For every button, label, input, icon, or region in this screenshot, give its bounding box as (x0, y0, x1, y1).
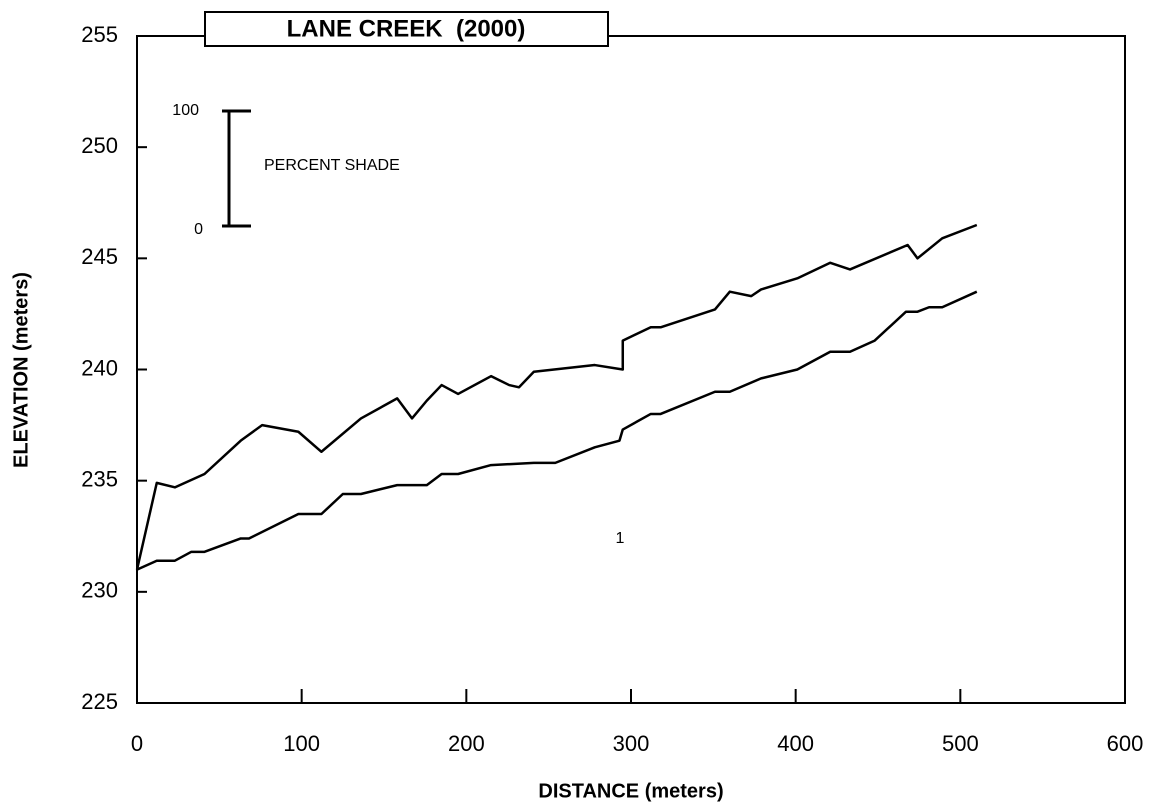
x-tick-label: 100 (283, 731, 320, 756)
chart-title: LANE CREEK (2000) (287, 15, 526, 42)
y-tick-label: 225 (81, 689, 118, 714)
title-box (204, 11, 609, 47)
x-tick-label: 400 (777, 731, 814, 756)
x-axis-label: DISTANCE (meters) (538, 780, 723, 802)
y-tick-label: 245 (81, 244, 118, 269)
y-tick-label: 250 (81, 133, 118, 158)
y-tick-label: 230 (81, 578, 118, 603)
annotation: 0 (194, 221, 203, 238)
x-tick-label: 500 (942, 731, 979, 756)
plot-frame (136, 35, 1126, 704)
line-series (135, 223, 978, 570)
x-tick-label: 200 (448, 731, 485, 756)
annotation: 1 (616, 530, 625, 547)
y-tick-label: 240 (81, 355, 118, 380)
annotation: PERCENT SHADE (264, 157, 400, 174)
x-tick-label: 600 (1107, 731, 1144, 756)
x-tick-label: 0 (131, 731, 143, 756)
line-series (136, 290, 978, 571)
annotation: 100 (172, 102, 199, 119)
shade-scale-bar (222, 109, 251, 228)
x-tick-label: 300 (613, 731, 650, 756)
y-axis-label: ELEVATION (meters) (10, 272, 32, 468)
y-tick-label: 235 (81, 466, 118, 491)
y-tick-label: 255 (81, 22, 118, 47)
